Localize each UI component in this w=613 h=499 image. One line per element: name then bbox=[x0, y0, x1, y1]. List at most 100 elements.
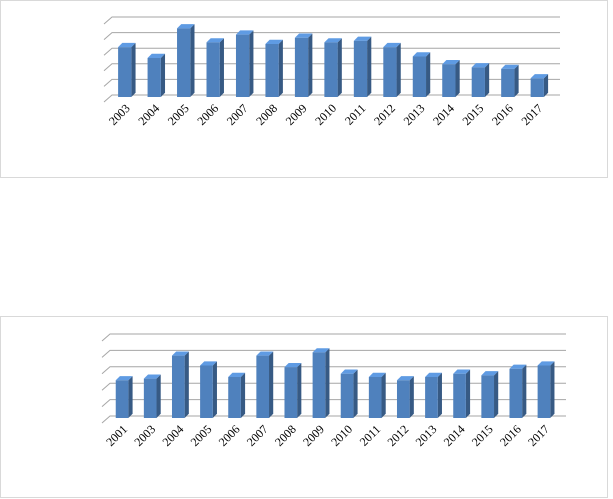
bar bbox=[177, 24, 195, 97]
bar-front bbox=[284, 367, 298, 418]
x-tick-label: 2004 bbox=[135, 101, 162, 128]
bar-front bbox=[383, 47, 397, 97]
x-tick-label: 2005 bbox=[165, 101, 192, 128]
x-tick-label: 2005 bbox=[188, 422, 215, 449]
bar-top bbox=[265, 39, 283, 44]
bar-top bbox=[530, 74, 549, 79]
bar-front bbox=[412, 56, 427, 97]
bar-front bbox=[453, 373, 466, 418]
bar-front bbox=[312, 352, 326, 418]
bar-side bbox=[465, 369, 471, 418]
bar bbox=[200, 361, 217, 418]
bar bbox=[235, 30, 254, 97]
bar-side bbox=[337, 38, 342, 97]
bar-side bbox=[550, 361, 555, 418]
bar-side bbox=[514, 64, 519, 97]
bar-front bbox=[294, 37, 309, 97]
bar-top bbox=[147, 53, 166, 58]
bar-side bbox=[543, 74, 549, 97]
bar bbox=[228, 372, 246, 418]
bar-front bbox=[206, 42, 220, 97]
bar-top bbox=[294, 33, 313, 38]
x-tick-label: 2016 bbox=[489, 101, 516, 128]
x-tick-label: 2011 bbox=[342, 101, 369, 128]
x-tick-label: 2015 bbox=[469, 422, 496, 449]
bar-side bbox=[367, 36, 372, 97]
bar-front bbox=[442, 64, 456, 97]
bar bbox=[396, 376, 414, 418]
bar bbox=[425, 372, 442, 418]
chart-frame bbox=[0, 316, 608, 498]
bar-front bbox=[115, 380, 129, 418]
bar-front bbox=[368, 377, 382, 418]
bar-front bbox=[265, 43, 279, 97]
bar-front bbox=[471, 67, 485, 97]
bar-front bbox=[425, 377, 438, 418]
bar-front bbox=[530, 78, 544, 97]
bar-front bbox=[228, 377, 241, 418]
bar bbox=[530, 74, 549, 97]
bar-front bbox=[396, 380, 410, 418]
bar-top bbox=[537, 361, 555, 366]
x-tick-label: 2007 bbox=[224, 101, 251, 128]
x-tick-label: 2010 bbox=[328, 422, 355, 449]
bar bbox=[118, 42, 136, 97]
grid-line bbox=[103, 94, 560, 103]
bar bbox=[509, 364, 527, 418]
bar-top bbox=[509, 364, 527, 369]
x-tick-label: 2012 bbox=[371, 101, 398, 128]
x-tick-label: 2010 bbox=[312, 101, 339, 128]
x-tick-label: 2013 bbox=[413, 422, 440, 449]
bar-side bbox=[219, 38, 224, 97]
grid-line bbox=[103, 78, 560, 87]
grid-line bbox=[103, 32, 560, 40]
bar-front bbox=[177, 28, 191, 97]
bar-front bbox=[481, 375, 495, 418]
bar bbox=[294, 33, 313, 97]
grid-line bbox=[103, 63, 560, 72]
x-tick-label: 2009 bbox=[300, 422, 327, 449]
bar-side bbox=[190, 24, 195, 97]
x-tick-label: 2006 bbox=[194, 101, 221, 128]
x-tick-label: 2014 bbox=[441, 422, 468, 449]
x-tick-label: 2009 bbox=[283, 101, 310, 128]
x-tick-label: 2003 bbox=[106, 101, 133, 128]
bar-top bbox=[481, 371, 499, 376]
bar-top bbox=[235, 30, 254, 35]
bar bbox=[353, 36, 372, 97]
grid-line bbox=[101, 399, 566, 407]
bar-front bbox=[353, 40, 368, 97]
grid-line bbox=[101, 349, 566, 358]
bar-top bbox=[115, 376, 133, 381]
bar-top bbox=[284, 362, 302, 368]
x-tick-label: 2007 bbox=[244, 422, 271, 449]
bar-top bbox=[200, 361, 217, 366]
x-tick-label: 2001 bbox=[103, 422, 130, 449]
x-tick-label: 2014 bbox=[430, 101, 457, 128]
bar bbox=[171, 351, 189, 418]
bar-top bbox=[453, 369, 471, 374]
bar-top bbox=[471, 63, 490, 68]
bar-front bbox=[537, 365, 551, 418]
bar-side bbox=[409, 376, 414, 418]
bar-side bbox=[308, 33, 313, 97]
grid-line bbox=[103, 16, 560, 25]
bar-top bbox=[256, 351, 274, 356]
bar-top bbox=[324, 38, 342, 43]
bar-side bbox=[484, 63, 490, 97]
bar-top bbox=[412, 52, 431, 57]
bar-front bbox=[340, 373, 354, 418]
bar-side bbox=[184, 351, 189, 418]
x-tick-label: 2006 bbox=[216, 422, 243, 449]
bar-top bbox=[206, 38, 224, 43]
x-tick-label: 2003 bbox=[131, 422, 158, 449]
bar-side bbox=[494, 371, 499, 418]
bar-side bbox=[396, 42, 401, 97]
bar bbox=[471, 63, 490, 97]
bar-top bbox=[171, 351, 189, 356]
bar-front bbox=[143, 378, 157, 418]
bar-top bbox=[228, 372, 246, 377]
bar-front bbox=[324, 42, 338, 97]
bar bbox=[256, 351, 274, 418]
